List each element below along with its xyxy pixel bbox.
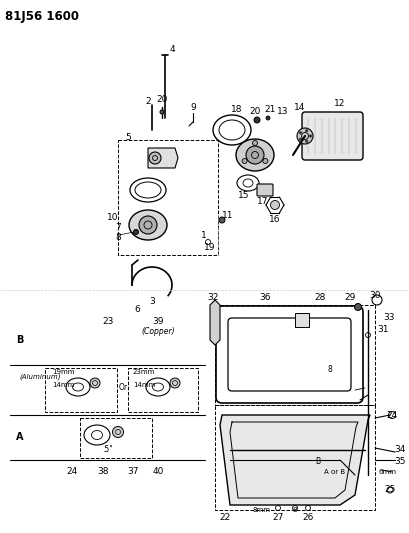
Text: 34: 34 bbox=[393, 446, 405, 455]
Polygon shape bbox=[209, 300, 220, 345]
Text: 14: 14 bbox=[294, 103, 305, 112]
Circle shape bbox=[112, 426, 123, 438]
Circle shape bbox=[252, 141, 257, 146]
Circle shape bbox=[262, 158, 267, 164]
Circle shape bbox=[270, 200, 279, 209]
Text: 24: 24 bbox=[385, 410, 397, 419]
Text: 17: 17 bbox=[256, 198, 268, 206]
Circle shape bbox=[308, 135, 311, 137]
Circle shape bbox=[265, 116, 270, 120]
Text: 12: 12 bbox=[333, 99, 345, 108]
Text: 22: 22 bbox=[219, 513, 230, 522]
Text: 27: 27 bbox=[272, 513, 283, 522]
FancyBboxPatch shape bbox=[256, 184, 272, 196]
Text: 30: 30 bbox=[369, 292, 380, 301]
Text: 21: 21 bbox=[264, 106, 275, 115]
Text: 24: 24 bbox=[66, 467, 77, 477]
Circle shape bbox=[133, 230, 138, 235]
Text: 25: 25 bbox=[383, 486, 395, 495]
Bar bbox=[45, 368, 117, 412]
Text: 39: 39 bbox=[152, 318, 163, 327]
Text: 1: 1 bbox=[201, 230, 207, 239]
Circle shape bbox=[242, 158, 247, 164]
Text: 19: 19 bbox=[204, 244, 215, 253]
Text: 37: 37 bbox=[127, 467, 138, 477]
Circle shape bbox=[354, 303, 361, 311]
Text: 38: 38 bbox=[97, 467, 108, 477]
Text: 13: 13 bbox=[276, 108, 288, 117]
Circle shape bbox=[90, 378, 100, 388]
Text: 4: 4 bbox=[170, 45, 175, 54]
Text: 31: 31 bbox=[376, 326, 388, 335]
Text: 2: 2 bbox=[145, 98, 151, 107]
Text: 33: 33 bbox=[382, 313, 393, 322]
Text: 81J56 1600: 81J56 1600 bbox=[5, 10, 79, 23]
Text: 6: 6 bbox=[134, 305, 139, 314]
Text: 20: 20 bbox=[249, 108, 260, 117]
Text: 29: 29 bbox=[344, 294, 355, 303]
Text: 8: 8 bbox=[115, 233, 121, 243]
Polygon shape bbox=[148, 148, 178, 168]
Text: 14mm: 14mm bbox=[133, 382, 155, 388]
Text: B: B bbox=[315, 457, 320, 466]
Text: 28: 28 bbox=[314, 294, 325, 303]
Text: (Aluminum): (Aluminum) bbox=[19, 374, 61, 380]
Bar bbox=[80, 418, 152, 458]
Bar bbox=[214, 405, 374, 510]
Ellipse shape bbox=[129, 210, 166, 240]
Text: 14mm: 14mm bbox=[52, 382, 74, 388]
Text: 23: 23 bbox=[102, 318, 113, 327]
Text: 8: 8 bbox=[327, 366, 332, 375]
Circle shape bbox=[299, 138, 301, 140]
Circle shape bbox=[139, 216, 157, 234]
Circle shape bbox=[305, 140, 307, 142]
Text: 35: 35 bbox=[393, 457, 405, 466]
Text: 19mm: 19mm bbox=[52, 369, 74, 375]
Bar bbox=[118, 140, 218, 255]
Text: 18: 18 bbox=[231, 106, 242, 115]
Circle shape bbox=[218, 217, 225, 223]
FancyBboxPatch shape bbox=[301, 112, 362, 160]
Text: A or B: A or B bbox=[324, 469, 345, 475]
Text: 32: 32 bbox=[207, 294, 218, 303]
Text: 20: 20 bbox=[156, 95, 167, 104]
Text: 36: 36 bbox=[258, 294, 270, 303]
Circle shape bbox=[148, 152, 161, 164]
Text: 3: 3 bbox=[149, 297, 155, 306]
Circle shape bbox=[245, 146, 263, 164]
Text: 9: 9 bbox=[190, 102, 196, 111]
Text: .5": .5" bbox=[102, 446, 113, 455]
Text: 8: 8 bbox=[292, 507, 297, 513]
Text: 15: 15 bbox=[238, 191, 249, 200]
Text: 16: 16 bbox=[269, 215, 280, 224]
Text: 8mm: 8mm bbox=[252, 507, 270, 513]
Text: 40: 40 bbox=[152, 467, 163, 477]
Text: Or: Or bbox=[118, 383, 127, 392]
Polygon shape bbox=[220, 415, 369, 505]
Text: 7: 7 bbox=[115, 223, 121, 232]
Text: 26: 26 bbox=[301, 513, 313, 522]
Text: 23mm: 23mm bbox=[133, 369, 155, 375]
Bar bbox=[294, 313, 308, 327]
Circle shape bbox=[296, 128, 312, 144]
Text: 5: 5 bbox=[125, 133, 130, 141]
Circle shape bbox=[305, 130, 307, 132]
Circle shape bbox=[160, 110, 164, 114]
Bar bbox=[128, 368, 198, 412]
Text: 11: 11 bbox=[222, 211, 233, 220]
Circle shape bbox=[299, 132, 301, 134]
Text: 10: 10 bbox=[107, 214, 119, 222]
Bar bbox=[214, 305, 374, 405]
Text: 6mm: 6mm bbox=[378, 469, 396, 475]
Circle shape bbox=[254, 117, 259, 123]
Text: B: B bbox=[16, 335, 24, 345]
Text: A: A bbox=[16, 432, 24, 442]
Circle shape bbox=[170, 378, 180, 388]
Ellipse shape bbox=[236, 139, 273, 171]
Text: (Copper): (Copper) bbox=[141, 327, 174, 336]
